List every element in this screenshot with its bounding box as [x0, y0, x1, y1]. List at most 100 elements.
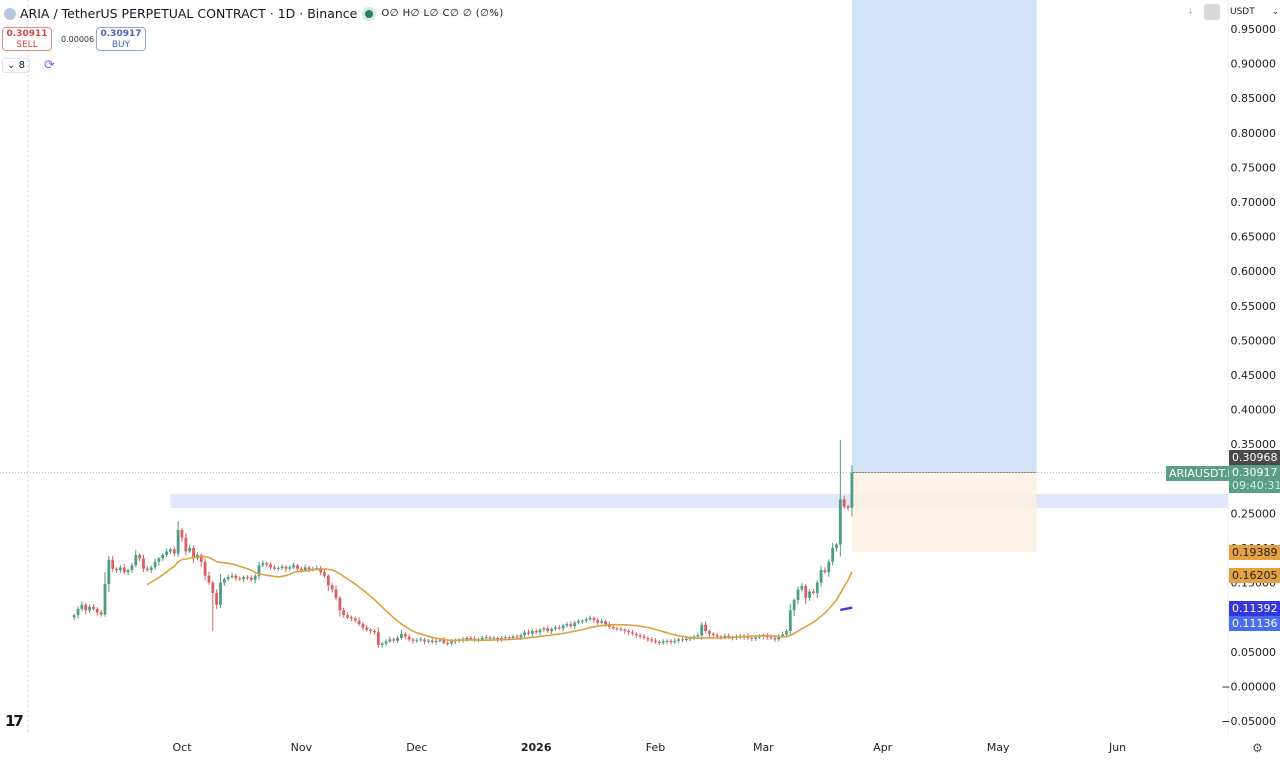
- candle-body: [88, 606, 91, 611]
- candle-body: [661, 641, 665, 643]
- last-price-label: 0.30917 09:40:31: [1229, 465, 1280, 493]
- candle-body: [249, 577, 253, 580]
- candle-body: [427, 640, 430, 642]
- candle-body: [515, 636, 519, 638]
- candle-body: [122, 567, 126, 573]
- x-tick-label: Apr: [873, 741, 893, 754]
- candle-body: [407, 636, 411, 640]
- layout-icon[interactable]: [1204, 4, 1220, 20]
- x-tick-label: Feb: [646, 741, 665, 754]
- countdown-timer: 09:40:31: [1232, 479, 1280, 492]
- candle-body: [634, 633, 638, 636]
- candle-body: [604, 621, 607, 625]
- indicator-count[interactable]: ⌄ 8: [2, 58, 30, 73]
- candle-body: [812, 591, 815, 593]
- x-tick-label: 2026: [521, 741, 552, 754]
- buy-price: 0.30917: [100, 29, 142, 39]
- candle-body: [850, 472, 854, 508]
- indicators-toggle[interactable]: ⌄ 8 ⟳: [2, 58, 55, 73]
- candle-body: [496, 637, 500, 640]
- candle-body: [538, 629, 542, 633]
- y-tick-label: 0.65000: [1231, 231, 1277, 244]
- candle-body: [631, 632, 634, 634]
- symbol-tag: ARIAUSDT.P: [1166, 466, 1237, 481]
- candle-body: [219, 582, 222, 605]
- candle-body: [465, 637, 469, 640]
- candle-body: [95, 608, 99, 613]
- candle-body: [792, 599, 796, 611]
- candle-body: [176, 530, 180, 554]
- x-tick-label: Mar: [753, 741, 774, 754]
- gear-icon[interactable]: ⚙: [1252, 741, 1263, 755]
- candle-body: [307, 567, 311, 570]
- tradingview-logo-icon[interactable]: 17: [5, 712, 24, 730]
- arrow-down-icon[interactable]: ↓: [1186, 7, 1194, 17]
- candle-body: [754, 637, 758, 639]
- candle-body: [500, 637, 503, 640]
- candle-body: [835, 544, 838, 548]
- candle-body: [400, 633, 403, 638]
- symbol-header: ARIA / TetherUS PERPETUAL CONTRACT · 1D …: [4, 6, 504, 21]
- candle-body: [373, 631, 376, 633]
- candle-body: [546, 628, 550, 632]
- candle-body: [665, 640, 669, 642]
- candle-body: [423, 639, 426, 642]
- buy-button[interactable]: 0.30917 BUY: [96, 27, 146, 51]
- sync-icon[interactable]: ⟳: [43, 58, 55, 73]
- candle-body: [346, 615, 349, 618]
- candle-body: [115, 568, 118, 571]
- candle-body: [226, 577, 230, 580]
- aria-logo-icon: [4, 7, 16, 20]
- candle-body: [480, 637, 484, 640]
- candle-body: [330, 585, 334, 590]
- candle-body: [681, 639, 684, 641]
- indicator-b-label: 0.11136: [1229, 616, 1280, 631]
- candle-body: [565, 624, 569, 626]
- y-tick-label: −0.00000: [1221, 680, 1276, 693]
- candle-body: [99, 612, 103, 615]
- buy-label: BUY: [111, 40, 131, 50]
- candle-body: [588, 617, 592, 620]
- y-tick-label: 0.80000: [1231, 127, 1277, 140]
- candle-body: [215, 592, 219, 605]
- candle-body: [623, 629, 627, 632]
- currency-select[interactable]: USDT ⌄: [1230, 7, 1280, 17]
- candle-body: [165, 551, 168, 555]
- last-price-value: 0.30917: [1232, 466, 1278, 479]
- candle-body: [392, 639, 396, 641]
- candle-body: [554, 627, 557, 629]
- candle-body: [403, 633, 407, 637]
- candle-body: [319, 568, 322, 573]
- candle-body: [207, 575, 211, 583]
- candle-body: [142, 558, 145, 569]
- candle-body: [145, 568, 149, 571]
- y-tick-label: 0.90000: [1231, 58, 1277, 71]
- top-right-tools: ↓ USDT ⌄: [1186, 4, 1280, 20]
- y-tick-label: 0.45000: [1231, 369, 1277, 382]
- candle-body: [511, 636, 515, 638]
- candle-body: [484, 637, 488, 639]
- market-status-dot-icon: [365, 9, 374, 18]
- candle-body: [646, 637, 650, 640]
- candle-body: [203, 561, 207, 576]
- x-tick-label: Oct: [172, 741, 192, 754]
- sell-button[interactable]: 0.30911 SELL: [2, 27, 52, 51]
- candle-body: [758, 636, 761, 638]
- candle-body: [323, 572, 326, 576]
- candle-body: [592, 617, 596, 620]
- x-tick-label: Dec: [406, 741, 427, 754]
- candle-body: [527, 632, 530, 634]
- candle-body: [684, 638, 688, 641]
- y-tick-label: 0.35000: [1231, 438, 1277, 451]
- indicator-a-label: 0.11392: [1229, 601, 1280, 616]
- candle-body: [788, 610, 792, 632]
- y-tick-label: 0.70000: [1231, 196, 1277, 209]
- position-target-area: [851, 0, 1037, 473]
- candle-body: [596, 619, 600, 623]
- symbol-title[interactable]: ARIA / TetherUS PERPETUAL CONTRACT · 1D …: [20, 6, 358, 21]
- candle-body: [669, 640, 673, 643]
- candle-body: [542, 628, 546, 630]
- sell-label: SELL: [16, 40, 38, 50]
- candle-body: [727, 635, 731, 638]
